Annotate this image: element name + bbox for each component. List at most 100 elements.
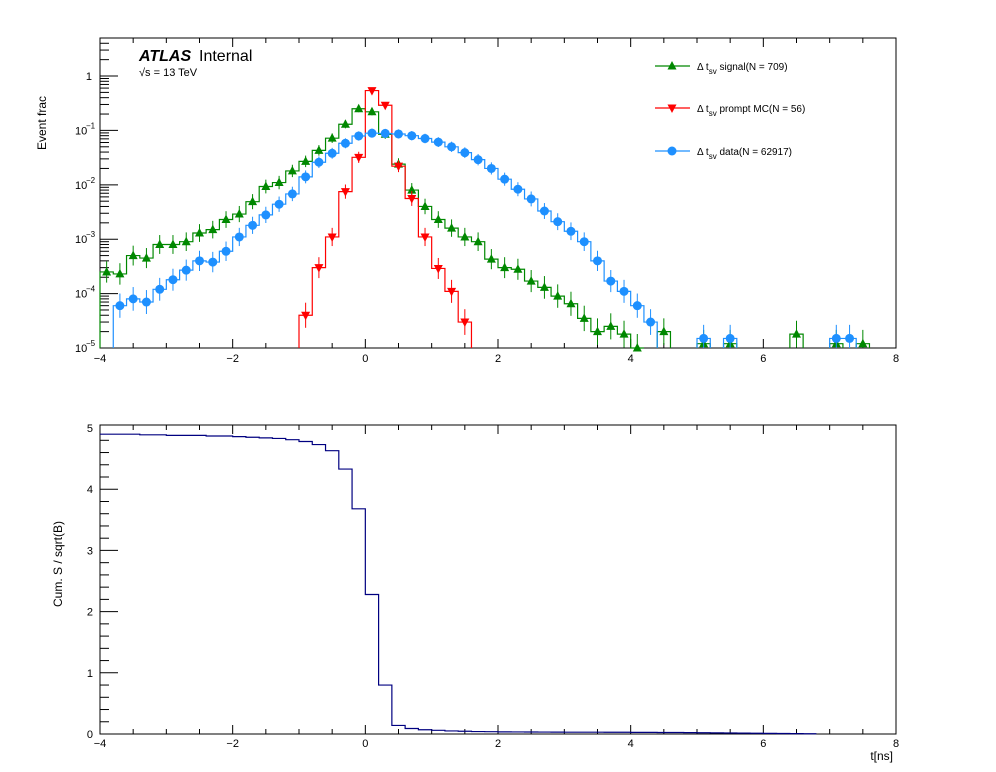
data-point: [606, 276, 616, 286]
data-point: [367, 106, 377, 116]
top-plot-frame: [99, 37, 897, 349]
data-point: [420, 233, 430, 242]
top-y-axis-label: Event frac: [35, 96, 49, 150]
data-point: [181, 236, 191, 246]
data-point: [181, 265, 191, 275]
top-y-tick-label: 1: [86, 71, 92, 83]
data-point: [632, 343, 642, 352]
bottom-y-tick-label: 2: [87, 607, 93, 619]
top-series-group: [99, 87, 871, 352]
data-point: [155, 284, 165, 294]
data-point: [128, 294, 138, 304]
top-x-tick-label: 0: [362, 353, 368, 365]
top-series-1: [298, 87, 473, 348]
data-point: [526, 194, 536, 204]
top-y-tick-exponent: −5: [86, 339, 96, 348]
top-x-tick-label: −2: [226, 353, 239, 365]
legend-entry: Δ tsv signal(N = 709): [655, 61, 788, 76]
data-point: [433, 264, 443, 274]
bottom-y-tick-label: 1: [87, 668, 93, 680]
bottom-axis-ticks: −4 −2 0 2 4 6 8 0 1 2 3 4 5: [87, 423, 899, 750]
data-point: [659, 326, 669, 336]
data-point: [115, 268, 125, 278]
data-point: [420, 201, 430, 210]
data-point: [141, 297, 151, 307]
data-point: [301, 172, 311, 182]
bottom-x-axis-label: t[ns]: [870, 749, 893, 763]
data-point: [380, 101, 390, 111]
data-point: [301, 311, 311, 321]
data-point: [221, 246, 231, 256]
bottom-y-tick-label: 5: [87, 423, 93, 435]
data-point: [314, 157, 324, 167]
data-point: [460, 231, 470, 241]
data-point: [579, 313, 589, 322]
data-point: [593, 326, 602, 336]
legend-entry: Δ tsv data(N = 62917): [655, 146, 792, 161]
top-y-tick-exponent: −4: [86, 285, 96, 294]
data-point: [327, 133, 337, 142]
data-point: [407, 185, 417, 194]
legend-label: Δ tsv signal(N = 709): [697, 62, 788, 76]
data-point: [447, 287, 457, 297]
data-point: [394, 162, 403, 172]
data-point: [261, 210, 271, 220]
data-point: [606, 321, 616, 330]
data-point: [168, 275, 178, 285]
atlas-brand: ATLAS: [138, 48, 191, 65]
data-point: [858, 338, 868, 348]
data-point: [433, 214, 443, 224]
data-point: [354, 131, 364, 141]
data-point: [725, 333, 735, 343]
data-point: [102, 266, 112, 276]
bottom-y-axis-label: Cum. S / sqrt(B): [51, 521, 65, 607]
data-point: [314, 145, 324, 154]
top-x-tick-label: 8: [893, 353, 899, 365]
data-point: [831, 333, 841, 343]
legend-marker: [667, 61, 677, 70]
bottom-x-tick-label: −2: [226, 738, 239, 750]
bottom-y-tick-label: 3: [87, 545, 93, 557]
bottom-series-group: [100, 433, 817, 735]
data-point: [340, 138, 350, 148]
data-point: [354, 103, 364, 113]
data-point: [380, 128, 390, 138]
legend-label: Δ tsv prompt MC(N = 56): [697, 104, 805, 118]
data-point: [221, 214, 231, 224]
top-y-tick-label: 10: [75, 289, 87, 301]
data-point: [566, 226, 576, 236]
data-point: [646, 317, 656, 327]
data-point: [195, 228, 204, 237]
top-x-tick-label: −4: [94, 353, 107, 365]
data-point: [526, 276, 536, 285]
data-point: [208, 257, 218, 267]
data-point: [699, 333, 709, 343]
data-point: [367, 128, 377, 138]
data-point: [420, 134, 430, 144]
bottom-panel: −4 −2 0 2 4 6 8 0 1 2 3 4 5 Cum. S / sqrt(B) t[ns]: [51, 423, 899, 763]
top-y-tick-label: 10: [75, 180, 87, 192]
data-point: [287, 189, 297, 199]
legend: Δ tsv signal(N = 709) Δ tsv prompt MC(N =…: [655, 61, 805, 161]
data-point: [539, 282, 549, 291]
bottom-x-tick-label: 2: [495, 738, 501, 750]
data-point: [407, 131, 417, 141]
bottom-x-tick-label: −4: [94, 738, 107, 750]
data-point: [593, 256, 602, 266]
data-point: [314, 264, 324, 273]
cumulative-significance-line: [100, 433, 817, 735]
top-y-tick-label: 10: [75, 234, 87, 246]
series-step-line: [112, 132, 857, 348]
bottom-plot-frame: [99, 424, 897, 735]
data-point: [248, 220, 258, 230]
legend-marker: [667, 104, 677, 113]
top-x-tick-label: 2: [495, 353, 501, 365]
top-x-tick-label: 6: [760, 353, 766, 365]
data-point: [579, 237, 589, 247]
data-point: [287, 165, 297, 175]
top-y-tick-exponent: −3: [86, 230, 96, 239]
data-point: [407, 195, 417, 204]
top-y-tick-exponent: −1: [86, 121, 96, 130]
